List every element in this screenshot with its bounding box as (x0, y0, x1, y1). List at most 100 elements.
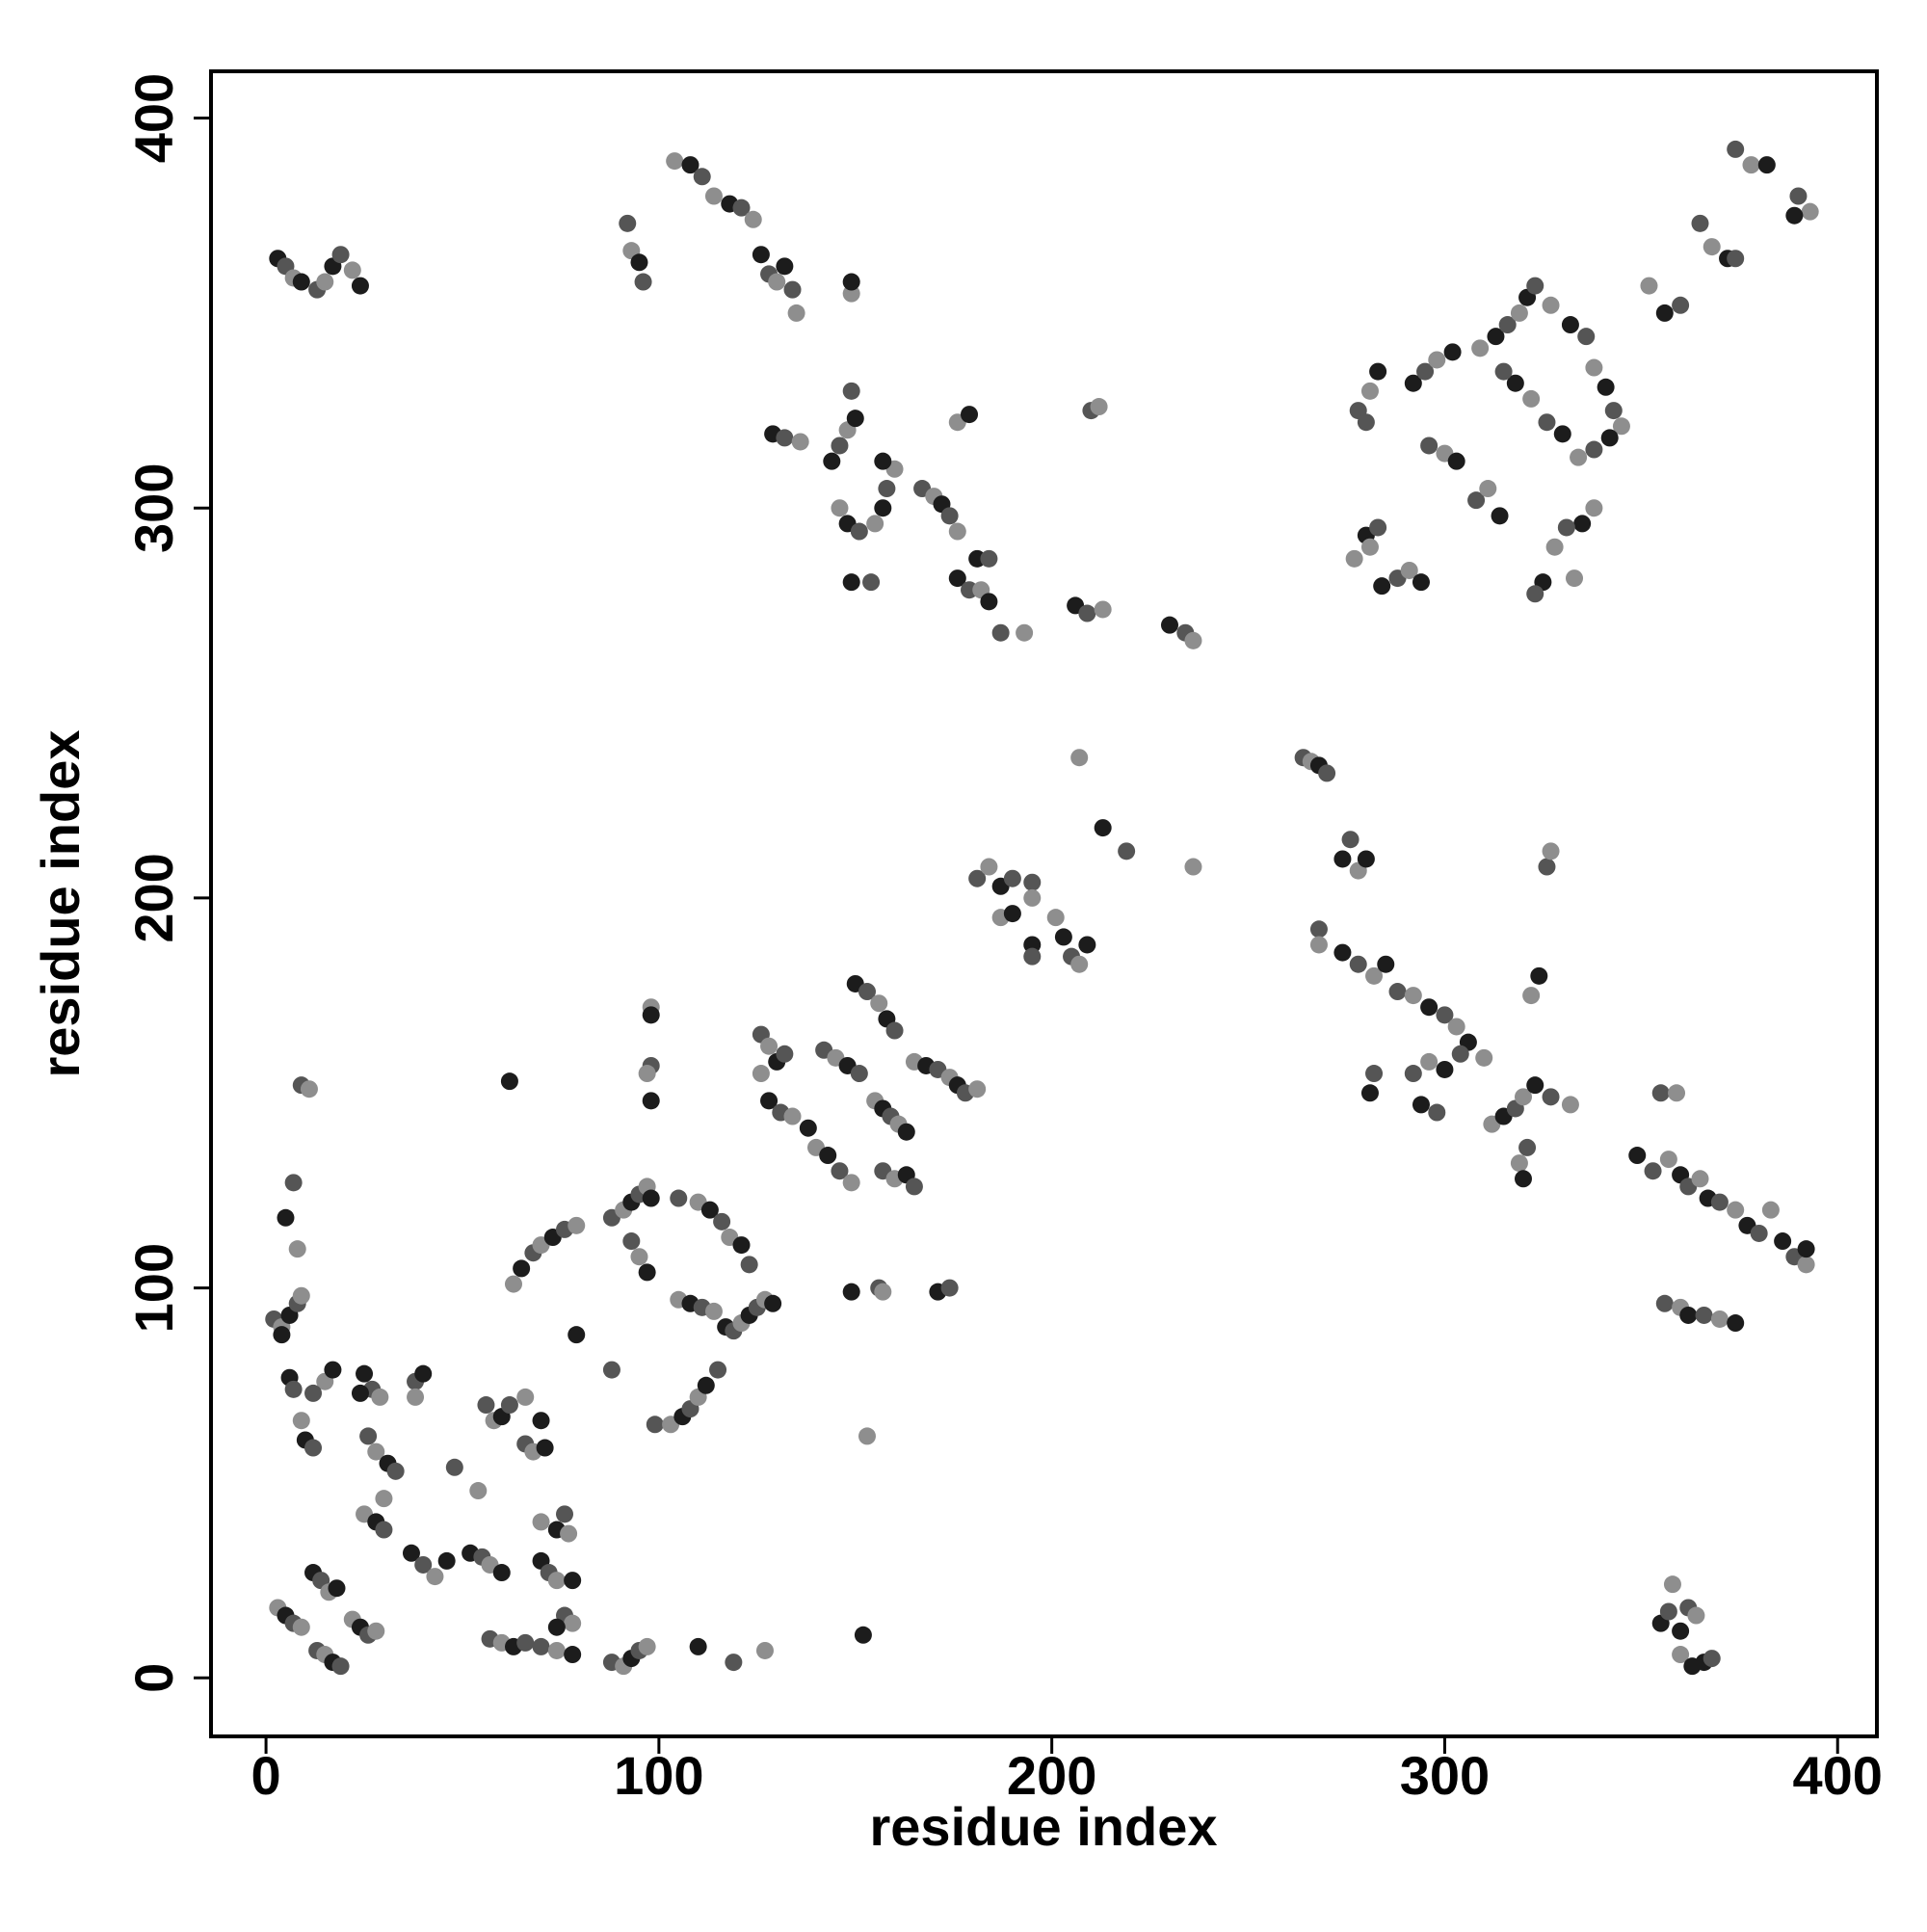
point (1577, 328, 1596, 346)
point (1360, 538, 1379, 556)
point (1498, 316, 1517, 334)
point (1333, 850, 1352, 868)
point (1404, 987, 1422, 1005)
point (1451, 1045, 1469, 1063)
point (1365, 1065, 1384, 1083)
point (1046, 909, 1065, 927)
point (1349, 955, 1367, 973)
point (1585, 440, 1603, 459)
point (1510, 304, 1528, 322)
point (1789, 187, 1808, 205)
point (1118, 842, 1136, 860)
point (292, 1618, 310, 1636)
point (1388, 983, 1407, 1001)
point (273, 1326, 291, 1344)
point (1094, 819, 1112, 837)
point (874, 499, 892, 517)
point (740, 1256, 758, 1274)
point (1710, 1310, 1729, 1328)
point (1318, 764, 1336, 782)
point (1703, 238, 1721, 256)
point (1436, 1006, 1454, 1024)
point (693, 168, 711, 186)
point (564, 1646, 582, 1664)
point (1742, 156, 1760, 174)
point (1727, 1201, 1745, 1219)
point (980, 858, 998, 876)
point (787, 304, 805, 322)
point (556, 1505, 574, 1523)
point (968, 1080, 987, 1098)
point (1518, 1138, 1537, 1156)
point (1078, 604, 1096, 622)
point (359, 1427, 378, 1445)
point (905, 1178, 923, 1196)
point (564, 1572, 582, 1590)
point (1672, 296, 1690, 314)
point (1428, 351, 1446, 369)
point (1023, 947, 1042, 966)
point (386, 1462, 405, 1480)
y-tick-label: 0 (123, 1663, 184, 1693)
point (288, 1240, 306, 1258)
point (874, 452, 892, 470)
point (331, 246, 350, 264)
point (831, 437, 849, 455)
x-tick-label: 400 (1793, 1745, 1883, 1806)
point (1420, 998, 1439, 1017)
point (1727, 250, 1745, 268)
point (634, 273, 652, 291)
point (1727, 1314, 1745, 1333)
point (725, 1654, 743, 1672)
point (1526, 1076, 1544, 1095)
point (940, 1279, 959, 1297)
point (328, 1579, 346, 1598)
point (1538, 858, 1556, 876)
point (516, 1388, 535, 1406)
point (1357, 413, 1375, 432)
point (1443, 343, 1462, 361)
point (1070, 749, 1089, 767)
point (1655, 1294, 1674, 1312)
point (1644, 1162, 1662, 1180)
point (356, 1364, 374, 1383)
point (1695, 1306, 1713, 1324)
point (1467, 491, 1486, 510)
point (842, 273, 860, 291)
point (1333, 943, 1352, 962)
point (630, 253, 648, 272)
point (642, 1189, 660, 1207)
point (1471, 339, 1490, 357)
point (897, 1123, 915, 1141)
point (1514, 1170, 1532, 1188)
point (477, 1396, 495, 1415)
point (1542, 842, 1560, 860)
point (1691, 1170, 1709, 1188)
point (324, 1361, 342, 1379)
point (1797, 1240, 1815, 1258)
point (783, 1107, 802, 1125)
point (547, 1641, 566, 1659)
point (858, 983, 876, 1001)
point (414, 1364, 433, 1383)
point (1345, 549, 1363, 568)
point (732, 1236, 751, 1255)
point (752, 1065, 770, 1083)
point (1184, 858, 1202, 876)
point (642, 1006, 660, 1024)
point (760, 1092, 779, 1110)
point (1526, 277, 1544, 295)
point (375, 1521, 393, 1539)
point (842, 382, 860, 400)
point (1365, 966, 1384, 985)
point (622, 1232, 641, 1251)
point (284, 1174, 303, 1192)
point (500, 1072, 518, 1091)
point (1494, 362, 1513, 381)
x-tick-label: 200 (1007, 1745, 1096, 1806)
x-tick-label: 0 (251, 1745, 281, 1806)
point (292, 273, 310, 291)
point (513, 1259, 531, 1278)
point (1545, 538, 1564, 556)
point (885, 1021, 904, 1040)
